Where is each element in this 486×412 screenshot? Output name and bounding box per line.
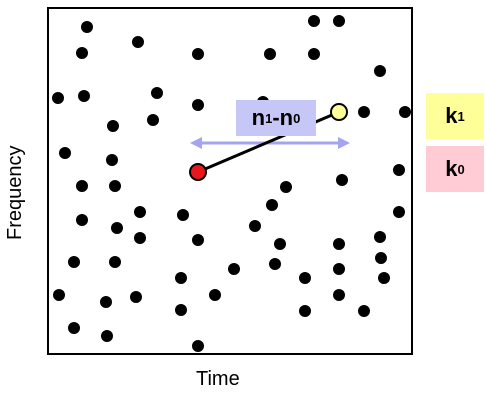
data-point <box>151 87 163 99</box>
data-point <box>299 305 311 317</box>
diff-n0: n <box>279 105 294 130</box>
data-point <box>266 199 278 211</box>
data-point <box>308 48 320 60</box>
diff-n0-sub: 0 <box>293 110 301 126</box>
data-point <box>52 92 64 104</box>
data-point <box>399 106 411 118</box>
target-point <box>330 103 348 121</box>
data-point <box>134 206 146 218</box>
anchor-point <box>189 163 207 181</box>
data-point <box>393 206 405 218</box>
data-point <box>68 256 80 268</box>
data-point <box>147 114 159 126</box>
y-axis-label: Frequency <box>4 145 26 241</box>
data-point <box>249 220 261 232</box>
data-point <box>192 340 204 352</box>
data-point <box>228 263 240 275</box>
data-point <box>111 222 123 234</box>
data-point <box>76 180 88 192</box>
data-point <box>76 47 88 59</box>
k0-sub: 0 <box>457 161 465 177</box>
data-point <box>358 305 370 317</box>
data-point <box>280 181 292 193</box>
data-point <box>59 147 71 159</box>
data-point <box>274 238 286 250</box>
data-point <box>264 48 276 60</box>
data-point <box>192 48 204 60</box>
data-point <box>106 154 118 166</box>
data-point <box>333 263 345 275</box>
diff-n1: n <box>251 105 266 130</box>
data-point <box>132 36 144 48</box>
data-point <box>109 180 121 192</box>
data-point <box>374 65 386 77</box>
data-point <box>192 99 204 111</box>
data-point <box>333 15 345 27</box>
diff-separator: - <box>272 105 280 130</box>
diff-n1-sub: 1 <box>265 110 273 126</box>
data-point <box>299 272 311 284</box>
data-point <box>177 209 189 221</box>
arrow-head-right <box>338 137 350 149</box>
data-point <box>101 330 113 342</box>
data-point <box>209 289 221 301</box>
data-point <box>68 322 80 334</box>
plot-frame <box>47 7 413 355</box>
arrow-head-left <box>190 137 202 149</box>
k1-base: k <box>445 103 458 128</box>
data-point <box>100 296 112 308</box>
data-point <box>175 304 187 316</box>
data-point <box>53 289 65 301</box>
data-point <box>76 214 88 226</box>
k0-base: k <box>445 156 458 181</box>
data-point <box>333 238 345 250</box>
data-point <box>130 291 142 303</box>
data-point <box>375 252 387 264</box>
data-point <box>333 289 345 301</box>
data-point <box>107 120 119 132</box>
data-point <box>378 272 390 284</box>
data-point <box>134 232 146 244</box>
data-point <box>175 272 187 284</box>
data-point <box>109 256 121 268</box>
data-point <box>358 106 370 118</box>
data-point <box>81 21 93 33</box>
data-point <box>374 231 386 243</box>
x-axis-label: Time <box>196 368 240 390</box>
data-point <box>336 174 348 186</box>
data-point <box>393 164 405 176</box>
data-point <box>269 258 281 270</box>
data-point <box>192 234 204 246</box>
k1-sub: 1 <box>457 108 465 124</box>
data-point <box>308 15 320 27</box>
data-point <box>78 90 90 102</box>
